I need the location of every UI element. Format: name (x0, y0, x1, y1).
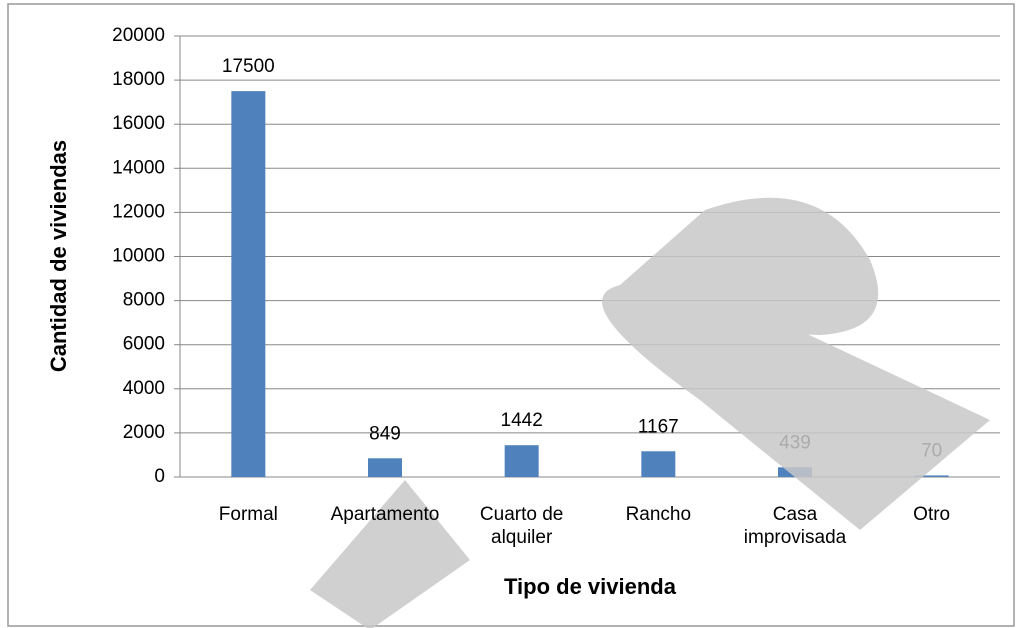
bar (504, 445, 539, 477)
y-tick-label: 8000 (123, 290, 165, 311)
x-tick-label: Rancho (625, 504, 692, 525)
x-axis-title: Tipo de vivienda (504, 574, 677, 599)
y-tick-label: 10000 (112, 246, 165, 267)
bar (914, 475, 949, 477)
bar (231, 91, 266, 477)
y-tick-label: 2000 (123, 422, 165, 443)
x-tick-label: Apartamento (330, 504, 440, 525)
y-tick-label: 14000 (112, 157, 165, 178)
y-axis-title: Cantidad de viviendas (46, 140, 71, 372)
watermark (310, 480, 470, 628)
y-tick-label: 6000 (123, 334, 165, 355)
x-tick-label: Formal (218, 504, 278, 525)
y-tick-label: 0 (154, 466, 165, 487)
data-label: 849 (369, 423, 401, 444)
y-tick-label: 12000 (112, 201, 165, 222)
watermark (602, 197, 990, 530)
x-tick-label: Cuarto de alquiler (479, 504, 564, 548)
bar (641, 451, 676, 477)
data-label: 1442 (501, 410, 543, 431)
x-tick-label: Casa improvisada (743, 504, 847, 548)
x-tick-label: Otro (913, 504, 951, 525)
data-label: 1167 (638, 416, 679, 437)
bar (368, 458, 402, 477)
y-tick-label: 20000 (112, 25, 165, 46)
y-tick-label: 4000 (123, 378, 165, 399)
y-tick-label: 18000 (112, 69, 165, 90)
chart-border (7, 3, 1015, 627)
y-tick-label: 16000 (112, 113, 165, 134)
data-label: 17500 (222, 56, 275, 77)
